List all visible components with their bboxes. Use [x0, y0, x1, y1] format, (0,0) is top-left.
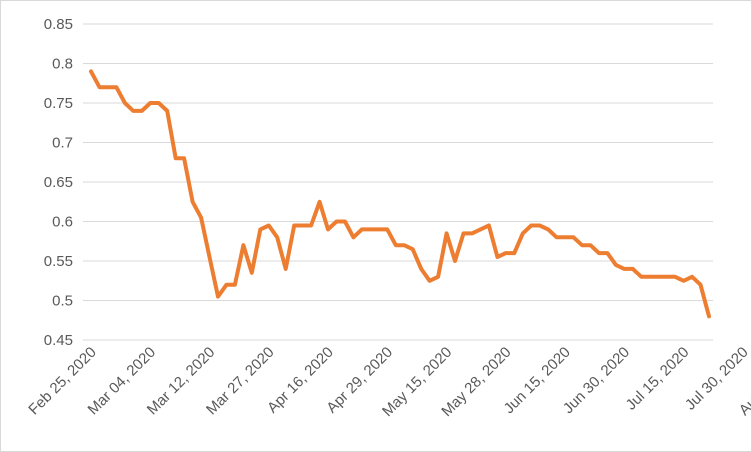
series-line — [89, 69, 711, 319]
y-axis-ticks: 0.45 0.5 0.55 0.6 0.65 0.7 0.75 0.8 0.85 — [44, 16, 73, 349]
y-tick-label: 0.7 — [52, 135, 73, 152]
gridlines — [83, 23, 713, 341]
y-tick-label: 0.6 — [52, 214, 73, 231]
y-tick-label: 0.8 — [52, 56, 73, 73]
y-tick-label: 0.75 — [44, 95, 73, 112]
y-tick-label: 0.65 — [44, 174, 73, 191]
x-tick-label: Jul 15, 2020 — [623, 344, 693, 414]
y-tick-label: 0.85 — [44, 16, 73, 33]
series-layer — [89, 69, 711, 319]
y-tick-label: 0.45 — [44, 332, 73, 349]
y-tick-label: 0.55 — [44, 253, 73, 270]
y-tick-label: 0.5 — [52, 293, 73, 310]
